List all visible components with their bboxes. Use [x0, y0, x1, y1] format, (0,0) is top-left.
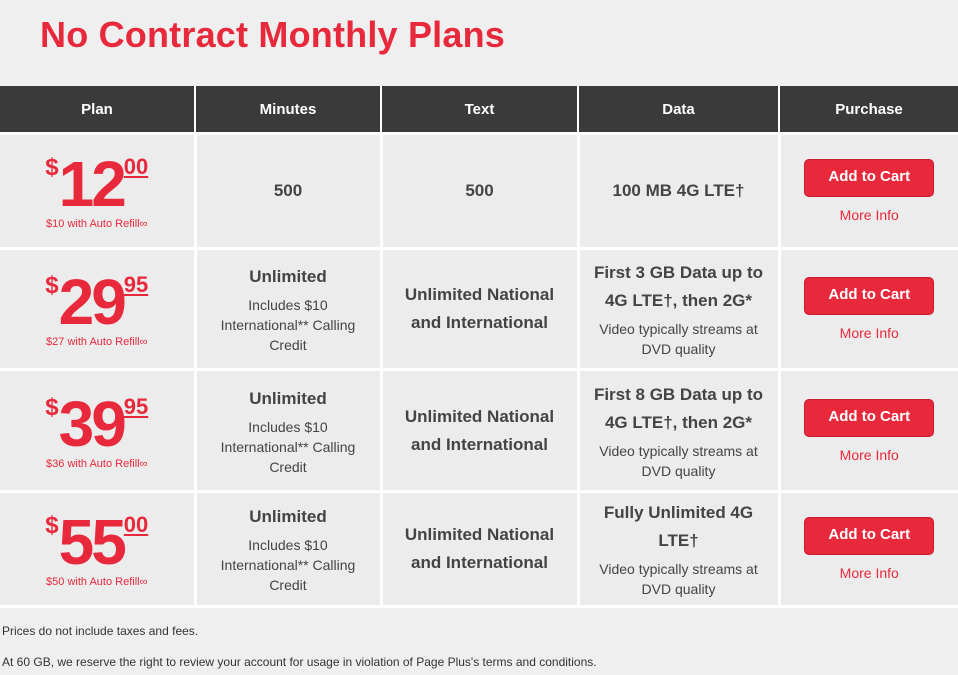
header-text: Text [380, 86, 579, 135]
header-purchase: Purchase [778, 86, 958, 135]
data-detail: Video typically streams at DVD quality [599, 561, 758, 597]
add-to-cart-button[interactable]: Add to Cart [804, 398, 935, 437]
price-dollar: $ [45, 512, 59, 539]
minutes-cell: 500 [193, 132, 383, 250]
minutes-detail: Includes $10 International** Calling Cre… [220, 297, 356, 353]
auto-refill-price: $10 with Auto Refill∞ [46, 218, 148, 230]
data-cell: First 8 GB Data up to 4G LTE†, then 2G* V… [576, 368, 781, 493]
minutes-value: Unlimited [249, 267, 327, 286]
purchase-cell: Add to Cart More Info [777, 368, 958, 493]
price-dollar: $ [45, 154, 59, 181]
minutes-value: 500 [273, 181, 303, 200]
table-row: $39 95 $36 with Auto Refill∞ Unlimited Inc… [0, 368, 958, 493]
minutes-value: Unlimited [249, 388, 327, 408]
price-cents: 00 [123, 154, 149, 179]
purchase-cell: Add to Cart More Info [777, 132, 958, 250]
add-to-cart-button[interactable]: Add to Cart [804, 277, 935, 315]
price-whole: 29 [58, 266, 127, 338]
minutes-cell: Unlimited Includes $10 International** Ca… [193, 247, 383, 371]
minutes-cell: Unlimited Includes $10 International** Ca… [193, 490, 383, 608]
data-value: First 3 GB Data up to 4G LTE†, then 2G* [593, 263, 764, 310]
plan-price: $12 00 [45, 152, 148, 216]
data-cell: First 3 GB Data up to 4G LTE†, then 2G* V… [576, 247, 781, 371]
price-whole: 12 [58, 148, 127, 220]
header-plan: Plan [0, 86, 196, 135]
data-detail: Video typically streams at DVD quality [599, 442, 758, 479]
minutes-detail: Includes $10 International** Calling Cre… [220, 418, 356, 475]
price-whole: 55 [58, 506, 127, 578]
price-cents: 95 [123, 272, 149, 297]
data-value: Fully Unlimited 4G LTE† [603, 503, 754, 550]
minutes-detail: Includes $10 International** Calling Cre… [220, 537, 356, 593]
more-info-link[interactable]: More Info [839, 446, 899, 463]
plan-cell: $55 00 $50 with Auto Refill∞ [0, 490, 197, 608]
footnote-usage: At 60 GB, we reserve the right to review… [2, 655, 597, 669]
table-row: $55 00 $50 with Auto Refill∞ Unlimited Inc… [0, 490, 958, 608]
plan-cell: $39 95 $36 with Auto Refill∞ [0, 368, 197, 493]
data-detail: Video typically streams at DVD quality [599, 321, 758, 357]
price-dollar: $ [45, 393, 59, 421]
text-value: Unlimited National and International [404, 285, 555, 332]
plan-cell: $12 00 $10 with Auto Refill∞ [0, 132, 197, 250]
minutes-cell: Unlimited Includes $10 International** Ca… [193, 368, 383, 493]
plan-price: $39 95 [45, 392, 148, 456]
text-value: Unlimited National and International [404, 406, 555, 454]
text-cell: Unlimited National and International [379, 368, 580, 493]
plan-price: $29 95 [45, 270, 148, 334]
auto-refill-price: $27 with Auto Refill∞ [46, 336, 148, 348]
table-row: $12 00 $10 with Auto Refill∞ 500 500 100 … [0, 132, 958, 250]
plans-table: Plan Minutes Text Data Purchase $12 00 $1… [0, 86, 958, 608]
plan-cell: $29 95 $27 with Auto Refill∞ [0, 247, 197, 371]
header-data: Data [577, 86, 780, 135]
table-row: $29 95 $27 with Auto Refill∞ Unlimited Inc… [0, 247, 958, 371]
more-info-link[interactable]: More Info [839, 325, 899, 341]
minutes-value: Unlimited [249, 507, 327, 526]
price-whole: 39 [58, 387, 127, 460]
price-cents: 95 [123, 393, 149, 419]
data-cell: 100 MB 4G LTE† [576, 132, 781, 250]
add-to-cart-button[interactable]: Add to Cart [804, 517, 935, 555]
auto-refill-price: $50 with Auto Refill∞ [46, 576, 148, 588]
price-dollar: $ [45, 272, 59, 299]
purchase-cell: Add to Cart More Info [777, 247, 958, 371]
page-title: No Contract Monthly Plans [40, 14, 506, 55]
purchase-cell: Add to Cart More Info [777, 490, 958, 608]
text-value: 500 [465, 181, 494, 200]
footnote-taxes: Prices do not include taxes and fees. [2, 624, 199, 638]
text-cell: Unlimited National and International [379, 490, 580, 608]
data-value: First 8 GB Data up to 4G LTE†, then 2G* [593, 384, 764, 432]
text-value: Unlimited National and International [404, 525, 555, 572]
text-cell: Unlimited National and International [379, 247, 580, 371]
data-cell: Fully Unlimited 4G LTE† Video typically s… [576, 490, 781, 608]
price-cents: 00 [123, 512, 149, 537]
more-info-link[interactable]: More Info [839, 565, 899, 581]
header-minutes: Minutes [194, 86, 382, 135]
data-value: 100 MB 4G LTE† [612, 181, 745, 200]
plan-price: $55 00 [45, 510, 148, 574]
auto-refill-price: $36 with Auto Refill∞ [46, 457, 148, 470]
table-header: Plan Minutes Text Data Purchase [0, 86, 958, 135]
more-info-link[interactable]: More Info [839, 207, 899, 223]
add-to-cart-button[interactable]: Add to Cart [804, 159, 935, 197]
text-cell: 500 [379, 132, 580, 250]
